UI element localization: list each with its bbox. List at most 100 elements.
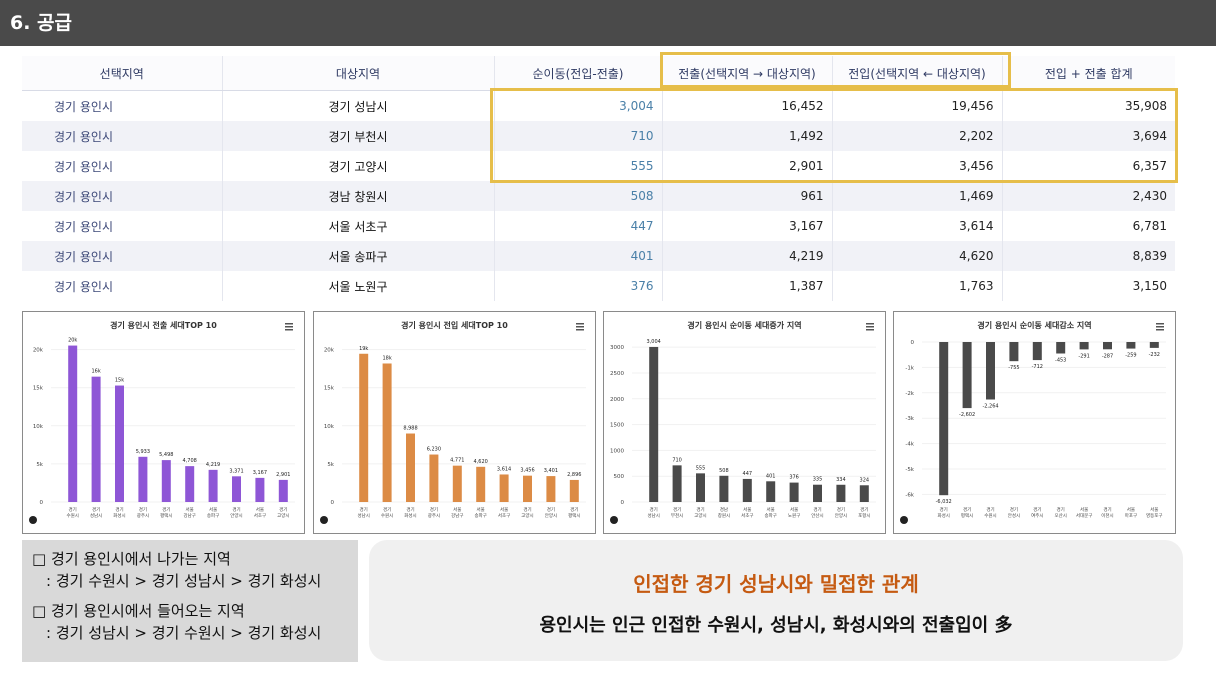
chart-bar bbox=[1056, 342, 1066, 354]
page-title: 6. 공급 bbox=[10, 12, 73, 34]
x-tick-label: 서울 영등포구 bbox=[1146, 506, 1163, 519]
table-row[interactable]: 경기 용인시 경기 부천시 710 1,492 2,202 3,694 bbox=[22, 121, 1175, 151]
menu-icon[interactable] bbox=[1156, 323, 1164, 331]
y-tick-label: 15k bbox=[324, 386, 335, 392]
y-tick-label: 0 bbox=[331, 500, 335, 506]
bar-value-label: 4,620 bbox=[474, 459, 488, 465]
x-tick-label: 경기 성남시 bbox=[357, 506, 369, 519]
cell-net-move: 508 bbox=[494, 181, 663, 211]
chart-bar bbox=[278, 479, 288, 502]
column-header[interactable]: 순이동(전입-전출) bbox=[494, 56, 663, 91]
x-tick-label: 경기 수원시 bbox=[66, 506, 78, 519]
menu-icon-line bbox=[1156, 323, 1164, 325]
x-tick-label: 서울 서초구 bbox=[741, 506, 753, 519]
column-header[interactable]: 선택지역 bbox=[22, 56, 223, 91]
table-row[interactable]: 경기 용인시 서울 노원구 376 1,387 1,763 3,150 bbox=[22, 271, 1175, 301]
chart-bar bbox=[523, 475, 532, 502]
brand-logo-icon bbox=[320, 516, 328, 524]
bar-value-label: 4,219 bbox=[206, 462, 220, 468]
cell-target-region: 경기 성남시 bbox=[222, 90, 495, 121]
bar-value-label: -755 bbox=[1008, 365, 1019, 371]
menu-icon[interactable] bbox=[285, 323, 293, 331]
x-tick-label: 경기 화성시 bbox=[937, 506, 949, 519]
bar-value-label: 3,167 bbox=[253, 470, 267, 476]
table-row[interactable]: 경기 용인시 경기 고양시 555 2,901 3,456 6,357 bbox=[22, 151, 1175, 181]
chart-bar bbox=[836, 484, 846, 502]
chart-bar bbox=[1126, 342, 1136, 349]
cell-selected-region: 경기 용인시 bbox=[22, 90, 223, 121]
y-tick-label: 500 bbox=[614, 474, 625, 480]
y-tick-label: 3000 bbox=[610, 345, 624, 351]
x-tick-label: 경기 고양시 bbox=[521, 506, 533, 519]
table-row[interactable]: 경기 용인시 경기 성남시 3,004 16,452 19,456 35,908 bbox=[22, 90, 1175, 121]
chart-bar bbox=[359, 353, 369, 502]
table-row[interactable]: 경기 용인시 서울 서초구 447 3,167 3,614 6,781 bbox=[22, 211, 1175, 241]
bar-value-label: 20k bbox=[68, 338, 77, 344]
bar-value-label: 324 bbox=[860, 477, 870, 483]
bar-value-label: 401 bbox=[766, 473, 776, 479]
cell-selected-region: 경기 용인시 bbox=[22, 241, 223, 271]
chart-title: 경기 용인시 전출 세대TOP 10 bbox=[110, 320, 217, 330]
x-tick-label: 서울 송파구 bbox=[764, 506, 776, 519]
cell-selected-region: 경기 용인시 bbox=[22, 181, 223, 211]
cell-target-region: 서울 송파구 bbox=[222, 241, 495, 271]
x-tick-label: 경기 안양시 bbox=[230, 506, 242, 519]
x-tick-label: 서울 강남구 bbox=[451, 506, 463, 519]
cell-target-region: 서울 서초구 bbox=[222, 211, 495, 241]
cell-total: 6,781 bbox=[1002, 211, 1175, 241]
y-tick-label: -6k bbox=[905, 492, 914, 498]
bar-value-label: 5,498 bbox=[159, 452, 173, 458]
column-header[interactable]: 전입 + 전출 합계 bbox=[1002, 56, 1175, 91]
chart-bar bbox=[138, 456, 148, 502]
cell-total: 3,150 bbox=[1002, 271, 1175, 301]
bar-value-label: 3,004 bbox=[647, 339, 661, 345]
cell-net-move: 3,004 bbox=[494, 90, 663, 121]
migration-table: 선택지역 대상지역 순이동(전입-전출) 전출(선택지역 → 대상지역) 전입(… bbox=[22, 56, 1175, 301]
cell-target-region: 경기 고양시 bbox=[222, 151, 495, 181]
y-tick-label: -4k bbox=[905, 442, 914, 448]
chart-bar bbox=[546, 476, 556, 502]
chart-bar bbox=[429, 454, 439, 502]
cell-total: 8,839 bbox=[1002, 241, 1175, 271]
x-tick-label: 경기 수원시 bbox=[381, 506, 393, 519]
table-row[interactable]: 경기 용인시 서울 송파구 401 4,219 4,620 8,839 bbox=[22, 241, 1175, 271]
bar-value-label: 4,771 bbox=[450, 458, 464, 464]
bar-value-label: 15k bbox=[115, 378, 124, 384]
table-row[interactable]: 경기 용인시 경남 창원시 508 961 1,469 2,430 bbox=[22, 181, 1175, 211]
y-tick-label: 1500 bbox=[610, 423, 624, 429]
chart-bar bbox=[208, 469, 218, 502]
cell-move-out: 4,219 bbox=[662, 241, 833, 271]
y-tick-label: 0 bbox=[621, 500, 625, 506]
cell-move-out: 1,387 bbox=[662, 271, 833, 301]
x-tick-label: 경기 화성시 bbox=[404, 506, 416, 519]
conclusion-text: 용인시는 인근 인접한 수원시, 성남시, 화성시와의 전출입이 多 bbox=[539, 615, 1013, 636]
menu-icon[interactable] bbox=[576, 323, 584, 331]
chart-bar bbox=[569, 479, 579, 502]
chart-bar bbox=[499, 474, 509, 502]
menu-icon[interactable] bbox=[866, 323, 874, 331]
bar-value-label: 2,896 bbox=[567, 472, 581, 478]
bar-value-label: 447 bbox=[743, 471, 753, 477]
bar-value-label: -287 bbox=[1102, 353, 1113, 359]
chart-bar bbox=[649, 346, 659, 502]
menu-icon-line bbox=[285, 323, 293, 325]
menu-icon-line bbox=[576, 326, 584, 328]
y-tick-label: 5k bbox=[327, 462, 334, 468]
chart-bar bbox=[476, 466, 486, 502]
x-tick-label: 경기 오산시 bbox=[1054, 506, 1066, 519]
chart-bar bbox=[91, 376, 101, 502]
cell-move-in: 1,469 bbox=[832, 181, 1003, 211]
chart-title: 경기 용인시 전입 세대TOP 10 bbox=[401, 320, 508, 330]
bar-value-label: -453 bbox=[1055, 358, 1066, 364]
highlight-box-rows bbox=[490, 88, 1178, 183]
page-header: 6. 공급 bbox=[0, 0, 1216, 46]
brand-logo-icon bbox=[610, 516, 618, 524]
menu-icon-line bbox=[285, 326, 293, 328]
y-tick-label: 1000 bbox=[610, 448, 624, 454]
column-header[interactable]: 대상지역 bbox=[222, 56, 495, 91]
bar-value-label: -712 bbox=[1032, 364, 1043, 370]
menu-icon-line bbox=[1156, 326, 1164, 328]
chart-bar bbox=[1032, 342, 1042, 361]
cell-move-in: 1,763 bbox=[832, 271, 1003, 301]
bar-value-label: 19k bbox=[359, 346, 368, 352]
